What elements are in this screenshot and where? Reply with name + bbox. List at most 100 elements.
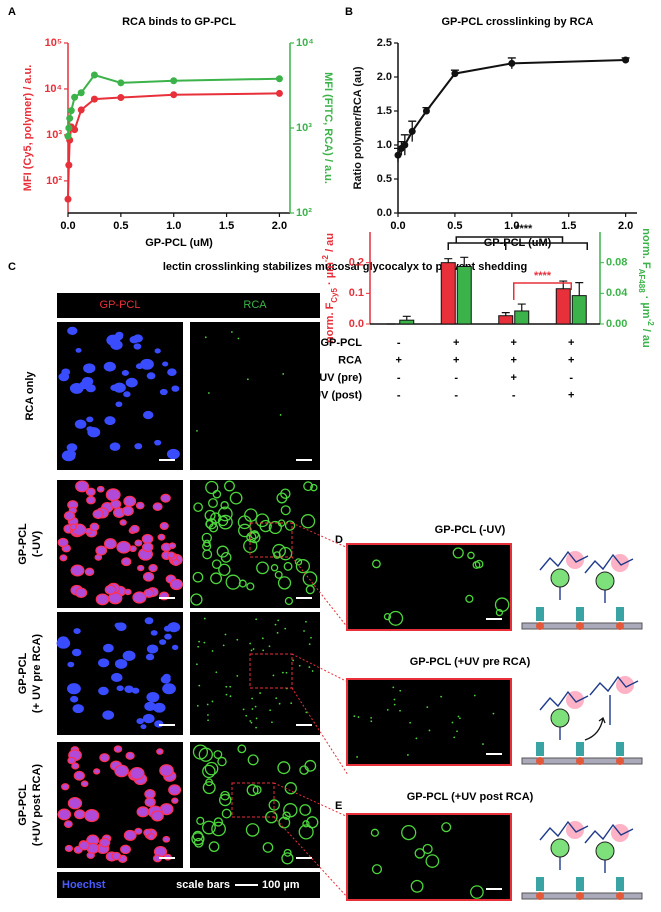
axis-label-part: -2 (321, 254, 330, 262)
speck (207, 714, 209, 716)
cell-ring (202, 764, 216, 779)
data-point (71, 126, 79, 134)
table-cell: - (454, 372, 458, 384)
nucleus (67, 661, 75, 668)
chart-title: GP-PCL crosslinking by RCA (442, 16, 594, 28)
cell-ring (274, 570, 283, 579)
nucleus (119, 519, 127, 526)
nucleus (94, 554, 103, 561)
speck (492, 712, 495, 715)
data-point (77, 106, 85, 114)
nucleus (134, 539, 143, 547)
table-cell: - (569, 372, 573, 384)
nucleus (95, 593, 110, 606)
nucleus (75, 587, 88, 599)
nucleus (115, 401, 123, 408)
y2-tick-label: 10² (296, 207, 312, 219)
cell-ring (310, 483, 318, 492)
speck (428, 729, 431, 732)
nucleus (154, 348, 161, 354)
cell-ring (191, 832, 205, 846)
axis-label-part: / au (640, 326, 652, 348)
nucleus (69, 523, 78, 531)
cell-ring (495, 608, 504, 617)
nucleus (159, 388, 168, 396)
nucleus (146, 691, 160, 703)
nucleus (146, 372, 156, 380)
speck (473, 694, 476, 697)
speck (356, 756, 359, 758)
cell-ring (425, 854, 440, 868)
speck (370, 716, 373, 719)
nucleus (78, 840, 90, 851)
nucleus (121, 370, 129, 376)
error-bar (501, 312, 510, 316)
nucleus (116, 685, 124, 692)
nucleus (57, 537, 69, 548)
speck (284, 627, 287, 630)
speck (259, 692, 262, 694)
nucleus (86, 495, 96, 505)
nucleus (150, 810, 164, 822)
x-tick-label: 0.0 (60, 220, 75, 232)
nucleus (103, 538, 117, 550)
column-label: RCA (243, 299, 267, 311)
table-row-label: UV (post) (313, 389, 362, 401)
anchor (536, 757, 544, 765)
cell-ring (294, 558, 303, 566)
speck (237, 337, 240, 340)
nucleus (111, 672, 123, 683)
speck (197, 645, 200, 648)
speck (308, 666, 311, 668)
cell-ring (304, 759, 317, 772)
cell-ring (371, 864, 383, 875)
nucleus (74, 419, 87, 429)
cell-ring (262, 842, 274, 853)
nucleus (56, 637, 71, 649)
nucleus (104, 584, 117, 595)
nucleus (160, 675, 171, 684)
speck (453, 736, 456, 739)
speck (203, 641, 206, 644)
cell-ring (467, 551, 475, 560)
nucleus (114, 764, 129, 778)
x-axis-label: GP-PCL (uM) (145, 237, 213, 249)
row-label: GP-PCL (17, 523, 29, 565)
nucleus (140, 724, 147, 730)
x-tick-label: 2.0 (272, 220, 287, 232)
axis-label-part: norm. F (324, 302, 336, 343)
cell-ring (218, 793, 232, 807)
bracket (513, 282, 572, 300)
micrograph (348, 545, 510, 629)
y-tick-label: 0.5 (377, 173, 392, 185)
data-point (77, 89, 85, 97)
stain-label: Hoechst (62, 879, 106, 891)
speck (482, 743, 484, 745)
table-cell: + (568, 337, 574, 349)
error-bar (559, 280, 568, 289)
series-line (67, 92, 280, 200)
cell-ring (238, 523, 252, 538)
cell-ring (281, 852, 294, 865)
speck (251, 708, 254, 710)
nucleus (124, 588, 132, 596)
zoom-box (249, 522, 293, 558)
data-point (401, 141, 409, 149)
speck (275, 697, 278, 700)
y2-tick-label: 0.04 (606, 287, 628, 299)
cell-ring (213, 817, 224, 827)
nucleus (162, 683, 176, 695)
speck (393, 698, 396, 701)
speck (207, 392, 210, 394)
bar (498, 315, 514, 325)
cell-ring (246, 784, 259, 797)
nucleus (121, 505, 134, 517)
chart-title: RCA binds to GP-PCL (122, 16, 236, 28)
linker (616, 742, 624, 756)
nucleus (114, 622, 122, 629)
inset-frame (346, 543, 512, 631)
inset-title: GP-PCL (-UV) (435, 524, 506, 536)
nucleus (168, 784, 182, 796)
nucleus (75, 347, 82, 353)
cell-ring (204, 509, 216, 521)
